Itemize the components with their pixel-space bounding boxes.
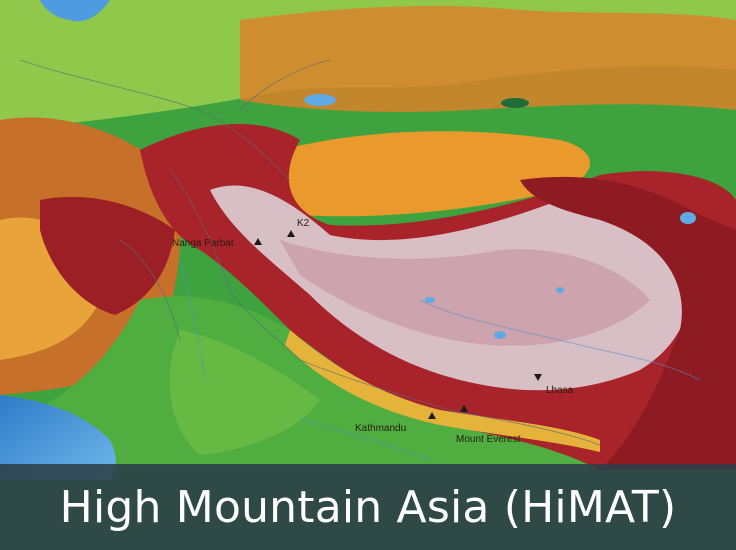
- lake-namtso: [494, 331, 506, 339]
- lhasa-marker: [534, 374, 542, 381]
- kathmandu-marker: [428, 412, 436, 419]
- eastern-highlands: [520, 176, 736, 470]
- rivers: [179, 259, 701, 461]
- tarim-basin: [271, 131, 590, 217]
- title-banner: High Mountain Asia (HiMAT): [0, 464, 736, 550]
- lake-small-1: [425, 297, 435, 303]
- punjab-plain: [169, 330, 320, 455]
- map-title: High Mountain Asia (HiMAT): [59, 481, 677, 533]
- lake-issyk-kul: [304, 94, 336, 106]
- lake-bosten: [501, 98, 529, 108]
- himalayan-front: [285, 330, 600, 452]
- kathmandu-label: Kathmandu: [355, 423, 407, 434]
- tian-shan-foothills: [240, 5, 736, 112]
- country-borders: [19, 59, 601, 446]
- plateau-shading: [280, 240, 650, 346]
- everest-marker: [460, 405, 468, 412]
- arabian-sea: [0, 395, 116, 480]
- lake-small-2: [556, 287, 564, 293]
- nanga-parbat-label: Nanga Parbat: [172, 238, 234, 249]
- k2-marker: [287, 230, 295, 237]
- hindu-kush: [40, 196, 175, 315]
- lhasa-label: Lhasa: [546, 385, 574, 396]
- nanga-parbat-marker: [254, 238, 262, 245]
- everest-label: Mount Everest: [456, 434, 521, 445]
- k2-label: K2: [297, 218, 310, 229]
- northern-sea: [40, 0, 110, 22]
- lake-qinghai: [680, 212, 696, 224]
